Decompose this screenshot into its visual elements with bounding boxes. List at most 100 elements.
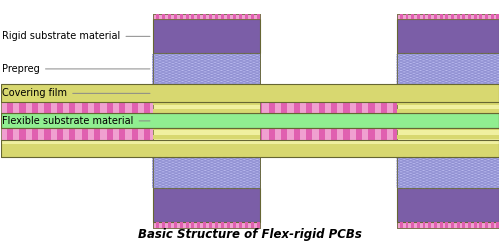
Bar	[192, 14, 194, 19]
Bar	[412, 223, 414, 228]
Text: Basic Structure of Flex-rigid PCBs: Basic Structure of Flex-rigid PCBs	[138, 228, 362, 241]
Bar	[397, 53, 500, 85]
Bar	[153, 110, 260, 111]
Bar	[186, 223, 188, 228]
Bar	[434, 223, 437, 228]
Bar	[0, 113, 500, 128]
Bar	[446, 223, 448, 228]
Bar	[368, 128, 374, 139]
Bar	[222, 223, 224, 228]
Bar	[0, 89, 500, 90]
Bar	[397, 102, 500, 113]
Bar	[412, 14, 414, 19]
Bar	[474, 14, 476, 19]
Bar	[456, 14, 460, 19]
Bar	[251, 14, 254, 19]
Bar	[428, 14, 431, 19]
Bar	[306, 128, 312, 139]
Bar	[186, 14, 188, 19]
Bar	[194, 102, 200, 113]
Bar	[222, 14, 224, 19]
Bar	[496, 14, 500, 19]
Bar	[194, 128, 200, 139]
Bar	[20, 128, 26, 139]
Bar	[430, 102, 437, 113]
Bar	[0, 87, 500, 88]
Bar	[174, 14, 176, 19]
Bar	[0, 139, 500, 140]
Bar	[0, 92, 500, 93]
Bar	[227, 223, 230, 228]
Bar	[397, 157, 500, 188]
Bar	[7, 102, 13, 113]
Bar	[153, 137, 260, 138]
Bar	[0, 140, 500, 141]
Bar	[174, 223, 176, 228]
Bar	[430, 128, 437, 139]
Bar	[216, 14, 218, 19]
Bar	[397, 19, 500, 53]
Bar	[153, 157, 260, 188]
Bar	[204, 14, 206, 19]
Bar	[20, 102, 26, 113]
Bar	[451, 14, 454, 19]
Bar	[245, 223, 248, 228]
Bar	[0, 152, 500, 153]
Bar	[397, 102, 500, 103]
Bar	[397, 188, 500, 223]
Bar	[428, 14, 431, 19]
Bar	[397, 137, 500, 138]
Bar	[32, 128, 38, 139]
Bar	[186, 14, 188, 19]
Bar	[153, 19, 260, 53]
Bar	[397, 223, 500, 228]
Bar	[168, 14, 170, 19]
Bar	[406, 14, 408, 19]
Bar	[0, 95, 500, 96]
Bar	[397, 128, 500, 139]
Bar	[153, 136, 260, 137]
Bar	[451, 14, 454, 19]
Bar	[153, 53, 260, 85]
Bar	[244, 128, 250, 139]
Bar	[440, 14, 442, 19]
Bar	[219, 102, 225, 113]
Bar	[204, 223, 206, 228]
Bar	[153, 53, 260, 85]
Bar	[0, 113, 500, 128]
Bar	[162, 14, 164, 19]
Bar	[251, 223, 254, 228]
Bar	[443, 102, 450, 113]
Bar	[239, 223, 242, 228]
Bar	[44, 102, 51, 113]
Bar	[456, 128, 462, 139]
Bar	[198, 223, 200, 228]
Bar	[491, 223, 494, 228]
Bar	[219, 128, 225, 139]
Bar	[397, 128, 500, 129]
Bar	[180, 14, 182, 19]
Bar	[397, 112, 500, 113]
Bar	[153, 223, 260, 228]
Bar	[245, 14, 248, 19]
Bar	[0, 155, 500, 156]
Bar	[422, 14, 426, 19]
Bar	[162, 223, 164, 228]
Bar	[496, 14, 500, 19]
Bar	[0, 153, 500, 154]
Bar	[468, 223, 471, 228]
Bar	[462, 14, 465, 19]
Bar	[451, 223, 454, 228]
Bar	[153, 157, 260, 188]
Bar	[0, 102, 500, 113]
Bar	[268, 102, 275, 113]
Bar	[256, 102, 262, 113]
Bar	[344, 128, 349, 139]
Bar	[456, 102, 462, 113]
Text: Covering film: Covering film	[2, 88, 150, 98]
Bar	[182, 128, 188, 139]
Bar	[434, 14, 437, 19]
Bar	[153, 135, 260, 136]
Bar	[397, 53, 500, 85]
Bar	[94, 102, 100, 113]
